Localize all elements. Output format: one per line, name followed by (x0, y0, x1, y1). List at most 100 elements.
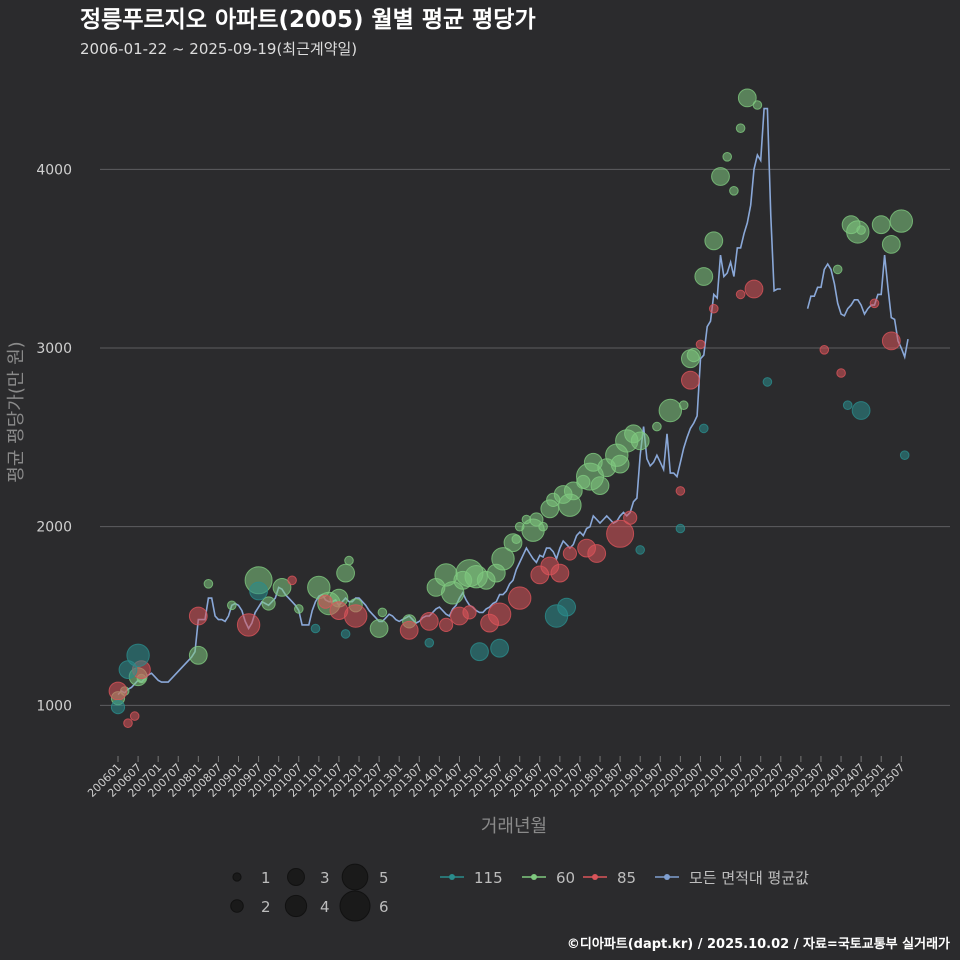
legend-size-marker-6 (339, 890, 371, 922)
point-60-201508 (491, 547, 515, 571)
point-85-201112 (344, 604, 368, 628)
point-60-200811 (227, 600, 237, 611)
point-60-202008 (694, 267, 714, 286)
point-60-201207 (369, 619, 389, 638)
point-115-200607 (126, 643, 150, 667)
point-60-201512 (511, 534, 522, 545)
legend-label-60: 60 (556, 869, 575, 887)
point-60-202105 (729, 186, 739, 196)
point-60-200804 (203, 579, 214, 589)
legend-size-label-1: 1 (261, 869, 271, 887)
point-115-201012 (310, 623, 321, 634)
legend-label-모든 면적대 평균값: 모든 면적대 평균값 (689, 869, 809, 887)
point-60-201606 (529, 512, 544, 527)
point-85-201103 (318, 594, 333, 609)
legend-dot-115 (449, 874, 455, 880)
legend-dot-60 (531, 874, 537, 880)
point-85-202111 (744, 279, 764, 299)
point-60-201901 (630, 431, 650, 451)
point-60-202011 (704, 231, 724, 251)
point-60-202005 (686, 348, 701, 363)
legend: 1 2 3 4 5 6 115 60 85 모든 면적대 평균값 (230, 863, 809, 922)
gridlines (100, 168, 950, 706)
point-85-202411 (869, 298, 880, 309)
y-axis-label: 평균 평당가(만 원) (6, 341, 27, 482)
legend-size-marker-2 (230, 899, 244, 913)
point-85-201304 (399, 620, 419, 640)
point-85-200606 (129, 711, 140, 721)
point-115-202403 (842, 400, 853, 411)
point-85-201310 (419, 612, 439, 631)
point-60-202103 (722, 152, 733, 162)
point-60-201007 (294, 604, 304, 614)
legend-size-marker-5 (341, 863, 369, 891)
point-85-201701 (550, 563, 570, 583)
point-85-201601 (508, 586, 532, 610)
legend-size-label-5: 5 (379, 869, 389, 887)
point-115-201109 (340, 629, 351, 639)
legend-dot-85 (592, 874, 598, 880)
point-85-201810 (623, 510, 638, 525)
point-60-202109 (737, 88, 757, 108)
point-85-201410 (462, 605, 477, 620)
point-60-202112 (752, 100, 763, 110)
point-85-200604 (123, 718, 133, 729)
point-60-202101 (711, 167, 730, 186)
point-115-201310 (424, 638, 435, 648)
point-115-201901 (635, 545, 646, 555)
point-85-202308 (819, 345, 830, 355)
point-60-201801 (590, 476, 610, 496)
y-tick-4000: 4000 (36, 162, 72, 178)
x-tick-labels: 2006012006072007012007072008012008072009… (85, 756, 907, 800)
point-60-202407 (856, 225, 866, 235)
legend-size-marker-4 (284, 894, 308, 918)
point-85-200904 (236, 613, 261, 637)
point-115-201501 (470, 642, 489, 662)
y-tick-1000: 1000 (36, 698, 72, 714)
y-tick-labels: 1000 2000 3000 4000 (36, 162, 72, 714)
point-60-200910 (261, 596, 276, 611)
point-85-201005 (287, 575, 297, 586)
point-115-202407 (851, 401, 871, 420)
point-85-201712 (587, 544, 607, 563)
scatter-points (108, 88, 913, 729)
legend-label-115: 115 (474, 869, 503, 887)
average-line-1 (806, 255, 909, 360)
legend-label-85: 85 (617, 869, 636, 887)
legend-size-marker-1 (232, 872, 242, 882)
source-footer: ©디아파트(dapt.kr) / 2025.10.02 / 자료=국토교통부 실… (567, 936, 950, 952)
point-85-202504 (881, 331, 901, 351)
legend-size-label-2: 2 (261, 898, 271, 916)
x-axis-label: 거래년월 (481, 816, 547, 837)
point-85-202107 (735, 289, 746, 300)
point-115-202008 (699, 423, 709, 434)
point-115-200907 (249, 581, 269, 601)
legend-size-label-3: 3 (320, 869, 330, 887)
point-85-200601 (108, 681, 128, 701)
point-85-202401 (836, 368, 846, 378)
point-115-202203 (762, 377, 773, 387)
point-60-201110 (344, 555, 354, 566)
point-85-201807 (606, 519, 635, 548)
point-60-201208 (377, 607, 388, 618)
point-60-202507 (889, 209, 913, 233)
point-60-201807 (610, 454, 630, 474)
point-85-201704 (562, 546, 578, 561)
point-85-201403 (439, 617, 454, 633)
point-60-201906 (652, 421, 662, 432)
point-60-202312 (832, 264, 843, 275)
point-85-200801 (188, 606, 208, 626)
point-85-202004 (681, 370, 700, 390)
point-115-201703 (557, 597, 576, 617)
point-115-200601 (110, 700, 126, 715)
point-60-201910 (658, 398, 682, 423)
point-60-200801 (188, 645, 208, 665)
point-115-202001 (675, 523, 686, 534)
point-85-202011 (709, 303, 719, 314)
y-tick-3000: 3000 (36, 341, 72, 357)
point-60-201109 (336, 563, 356, 583)
point-85-202007 (695, 339, 706, 350)
point-115-202508 (899, 450, 910, 461)
chart-subtitle: 2006-01-22 ~ 2025-09-19(최근계약일) (80, 40, 357, 58)
